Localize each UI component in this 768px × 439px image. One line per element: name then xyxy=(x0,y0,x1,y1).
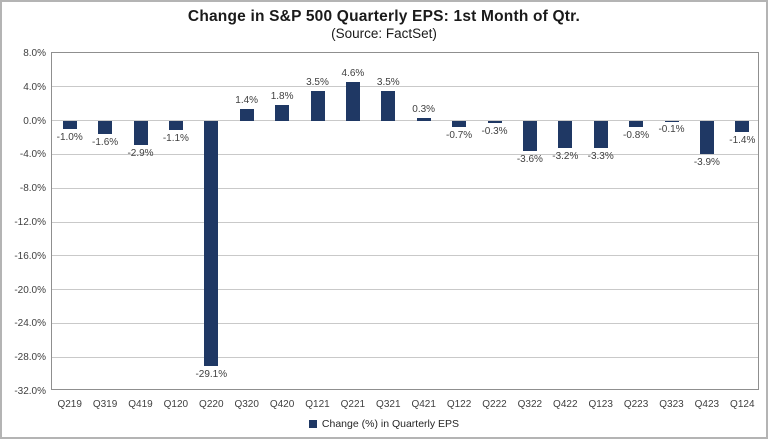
x-axis-tick-label: Q423 xyxy=(694,399,720,410)
bar-value-label: -1.6% xyxy=(92,137,119,149)
bar-value-label: -3.9% xyxy=(693,156,720,168)
chart-subtitle: (Source: FactSet) xyxy=(331,26,437,41)
bar-value-label: -3.3% xyxy=(587,151,614,163)
bar-value-label: -2.9% xyxy=(127,148,154,160)
bar xyxy=(133,120,148,146)
y-axis-tick-label: -16.0% xyxy=(14,250,46,262)
x-axis-tick-label: Q321 xyxy=(376,399,401,410)
bar-value-label: -0.3% xyxy=(481,126,508,138)
bar-value-label: -0.7% xyxy=(446,129,473,141)
bar xyxy=(310,91,325,121)
gridline xyxy=(52,187,758,189)
bar xyxy=(168,120,183,130)
y-axis-tick-label: 4.0% xyxy=(23,81,46,93)
bar xyxy=(487,120,502,124)
bar-value-label: -0.1% xyxy=(658,124,685,136)
bar-value-label: 4.6% xyxy=(341,67,365,79)
bar xyxy=(62,120,77,130)
bar-value-label: -1.1% xyxy=(162,132,189,144)
bar-value-label: 1.4% xyxy=(235,94,259,106)
y-axis-tick-label: -32.0% xyxy=(14,386,46,397)
y-axis-tick-label: -4.0% xyxy=(19,149,46,161)
chart-title: Change in S&P 500 Quarterly EPS: 1st Mon… xyxy=(187,8,581,25)
bar xyxy=(593,120,608,149)
bar xyxy=(381,91,396,121)
bar-value-label: -1.4% xyxy=(729,135,756,147)
legend: Change (%) in Quarterly EPS xyxy=(2,418,766,430)
bar xyxy=(664,120,679,122)
x-axis-tick-label: Q223 xyxy=(623,399,649,410)
x-axis-tick-label: Q222 xyxy=(482,399,507,410)
legend-swatch-icon xyxy=(308,420,317,428)
x-axis-tick-label: Q221 xyxy=(340,399,366,410)
gridline xyxy=(52,255,758,257)
gridline xyxy=(52,86,758,88)
x-axis-tick-label: Q422 xyxy=(553,399,578,410)
y-axis-tick-label: 0.0% xyxy=(23,115,46,127)
plot-area: 8.0% 4.0% 0.0% -4.0% -8.0% -12.0% -16.0% -20.0%… xyxy=(14,48,759,410)
gridline xyxy=(52,221,758,223)
y-axis-tick-label: -8.0% xyxy=(19,183,46,195)
bar xyxy=(735,120,750,133)
bar xyxy=(345,81,360,121)
x-axis-tick-label: Q420 xyxy=(269,399,295,410)
y-axis-tick-label: -24.0% xyxy=(14,318,46,330)
gridline xyxy=(52,289,758,291)
bar xyxy=(558,120,573,148)
gridline xyxy=(52,120,758,122)
bar xyxy=(275,105,290,121)
bar xyxy=(699,120,714,154)
x-axis-tick-label: Q320 xyxy=(234,399,259,410)
bar xyxy=(629,120,644,128)
x-axis-tick-label: Q122 xyxy=(446,399,472,410)
y-axis-tick-label: -28.0% xyxy=(14,352,46,364)
y-axis-tick-label: 8.0% xyxy=(23,48,46,59)
bar-value-label: 3.5% xyxy=(376,77,400,89)
x-axis-tick-label: Q120 xyxy=(163,399,189,410)
gridline xyxy=(52,153,758,155)
bar xyxy=(452,120,467,127)
bar-value-label: -29.1% xyxy=(195,369,228,381)
x-axis-tick-label: Q121 xyxy=(305,399,330,410)
bar-value-label: -3.2% xyxy=(552,150,579,162)
bar-value-label: 1.8% xyxy=(270,91,294,103)
bar-value-label: 3.5% xyxy=(306,77,329,89)
x-axis-tick-label: Q419 xyxy=(128,399,153,410)
y-axis-tick-label: -12.0% xyxy=(14,217,46,228)
legend-label: Change (%) in Quarterly EPS xyxy=(321,418,460,430)
x-axis-tick-label: Q220 xyxy=(199,399,224,410)
bar-value-label: 0.3% xyxy=(412,104,436,116)
x-axis-tick-label: Q124 xyxy=(730,399,755,410)
x-axis-tick-label: Q123 xyxy=(588,399,613,410)
bar xyxy=(98,120,113,135)
y-axis-tick-label: -20.0% xyxy=(14,284,46,296)
bar xyxy=(239,108,254,121)
x-axis-tick-label: Q421 xyxy=(411,399,436,410)
x-axis-tick-label: Q322 xyxy=(517,399,543,410)
bar-value-label: -3.6% xyxy=(516,154,543,166)
bar-value-label: -0.8% xyxy=(623,130,650,142)
gridline xyxy=(52,356,758,358)
x-axis-tick-label: Q219 xyxy=(57,399,82,410)
x-axis-tick-label: Q323 xyxy=(659,399,684,410)
gridline xyxy=(52,322,758,324)
x-axis-tick-label: Q319 xyxy=(92,399,118,410)
bar xyxy=(416,118,431,121)
bar-value-label: -1.0% xyxy=(56,132,83,144)
bar xyxy=(522,120,537,151)
bar xyxy=(204,120,219,367)
